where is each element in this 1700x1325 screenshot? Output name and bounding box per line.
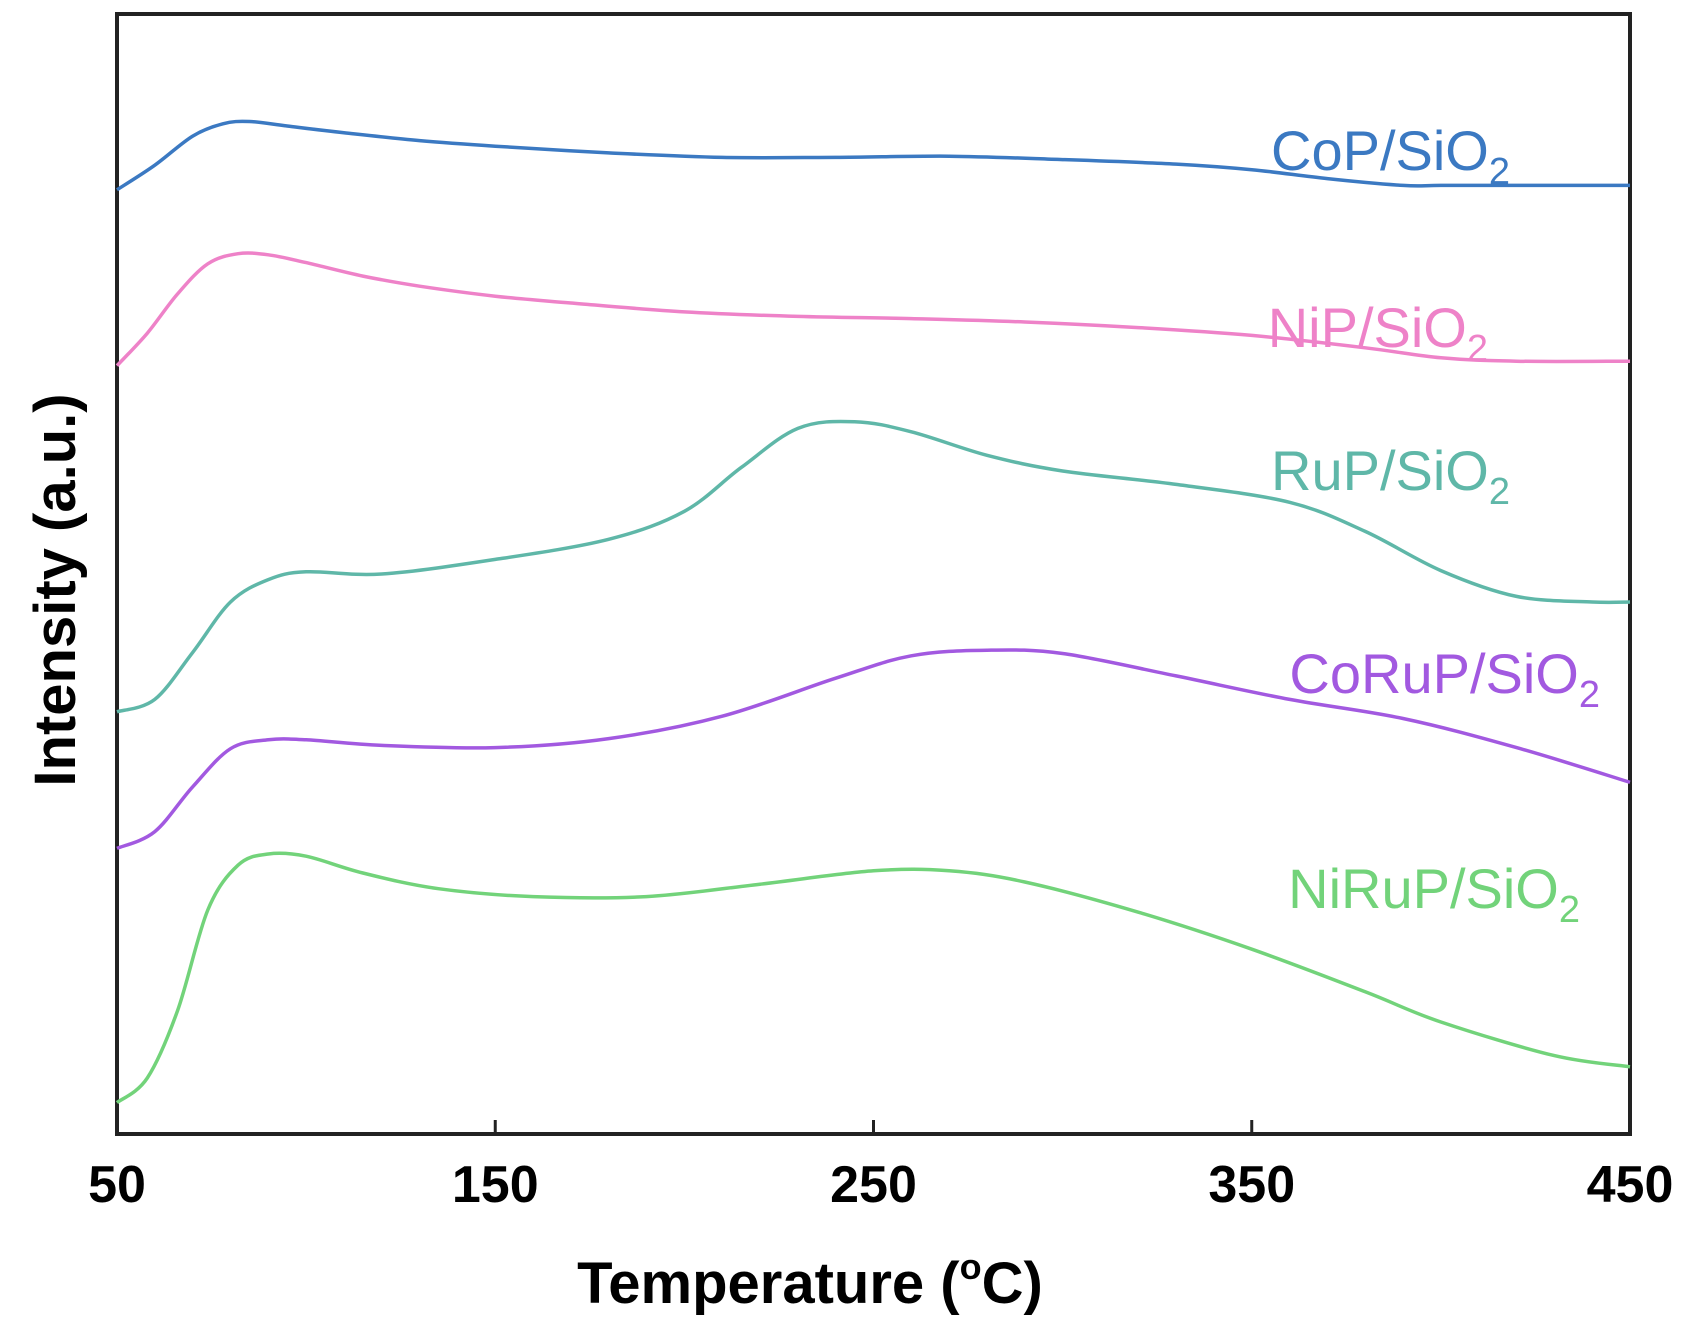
series-label-nirup-sio2: NiRuP/SiO2 [1288,857,1580,931]
series-line-corup-sio2 [116,648,1631,851]
series-line-cop-sio2 [116,119,1630,192]
x-tick-label-250: 250 [830,1156,917,1214]
y-axis-title: Intensity (a.u.) [23,393,88,786]
x-tick-label-350: 350 [1208,1156,1295,1214]
x-tick-label-50: 50 [88,1156,146,1214]
x-tick-label-150: 150 [452,1156,539,1214]
series-line-nip-sio2 [115,251,1631,367]
series-line-rup-sio2 [116,419,1631,714]
series-label-cop-sio2: CoP/SiO2 [1271,119,1510,193]
series-label-rup-sio2: RuP/SiO2 [1271,439,1510,513]
series-label-nip-sio2: NiP/SiO2 [1268,296,1488,370]
series-label-corup-sio2: CoRuP/SiO2 [1289,642,1600,716]
x-tick-label-450: 450 [1587,1156,1674,1214]
series-line-nirup-sio2 [115,851,1631,1105]
x-axis-title: Temperature (oC) [577,1246,1043,1316]
